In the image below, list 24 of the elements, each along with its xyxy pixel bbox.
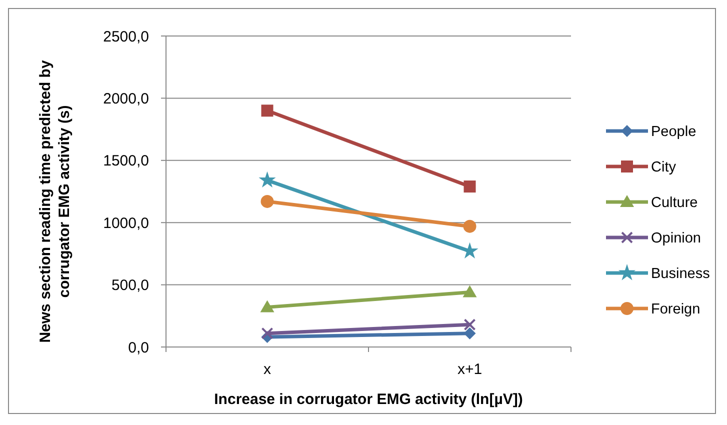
y-tick-label: 2000,0 [103, 90, 149, 108]
legend-label: Business [651, 266, 710, 282]
y-tick-label: 500,0 [111, 277, 149, 294]
point [464, 180, 476, 193]
point [261, 104, 274, 117]
y-tick-label: 1000,0 [103, 214, 149, 232]
y-tick-label: 1500,0 [103, 152, 149, 170]
y-tick-label: 0,0 [128, 339, 149, 356]
point [464, 318, 476, 331]
legend-label: Opinion [651, 230, 701, 247]
x-tick-label: x+1 [457, 361, 482, 378]
legend-label: Culture [651, 195, 698, 212]
point [258, 171, 276, 188]
legend-label: City [651, 160, 677, 176]
point [261, 327, 274, 340]
legend-label: Foreign [651, 302, 700, 318]
point [260, 194, 274, 208]
x-axis-title: Increase in corrugator EMG activity (ln[µV]) [214, 391, 523, 408]
x-tick-label: x [264, 361, 272, 378]
y-tick-label: 2500,0 [103, 28, 149, 46]
y-axis-title: News section reading time predicted by corrugator EMG activity (s) [37, 60, 73, 343]
point [463, 220, 476, 233]
point [464, 327, 476, 340]
legend-label: People [651, 124, 696, 140]
